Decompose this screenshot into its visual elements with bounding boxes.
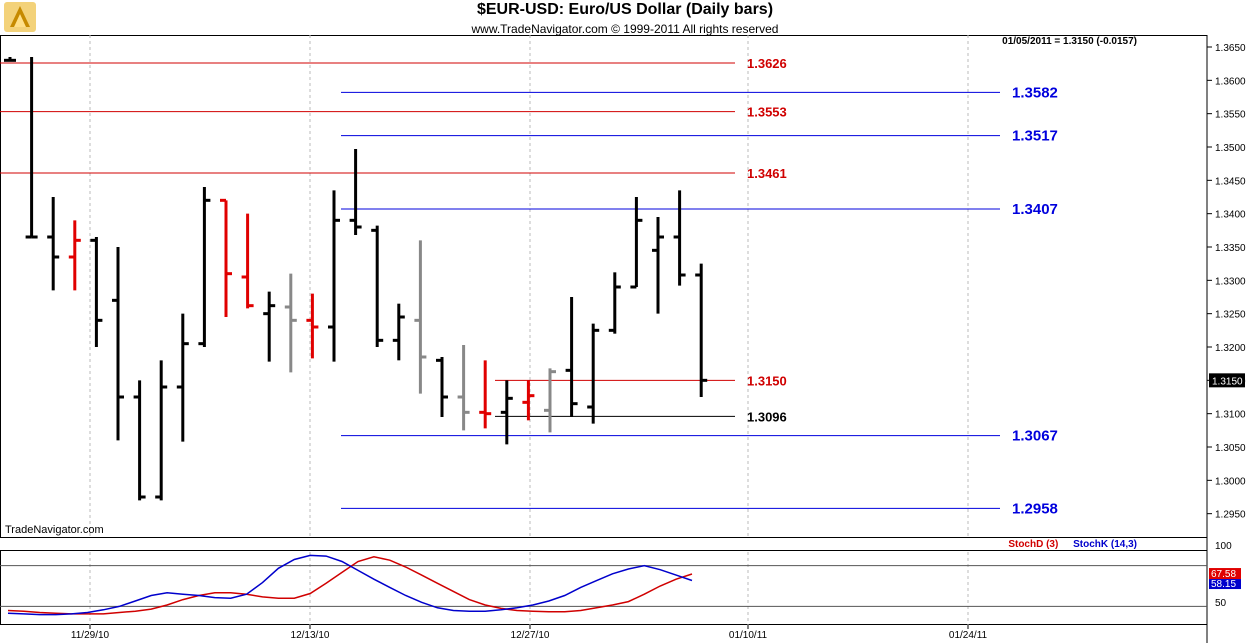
ohlc-bar (47, 197, 60, 291)
last-price-box (1209, 373, 1245, 388)
ohlc-bar (241, 213, 254, 309)
ohlc-bar (673, 190, 686, 286)
level-label: 1.3067 (1012, 428, 1058, 445)
ohlc-bar (652, 217, 664, 314)
price-tick-label: 1.3000 (1215, 476, 1246, 487)
date-axis: 11/29/10 12/13/10 12/27/10 01/10/11 01/24/11 (71, 625, 988, 641)
date-tick-label: 11/29/10 (71, 630, 110, 641)
trade-navigator-logo (4, 2, 36, 32)
date-tick-label: 01/10/11 (729, 630, 768, 641)
level-label: 1.3150 (747, 373, 787, 388)
stoch-d-legend: StochD (3) (1008, 539, 1059, 550)
stoch-d-value-box (1209, 568, 1241, 580)
level-label: 1.3517 (1012, 128, 1058, 145)
date-tick-label: 01/24/11 (949, 630, 988, 641)
stoch-d-line (7, 556, 693, 615)
price-panel-border (0, 35, 1208, 538)
ohlc-bar (436, 357, 448, 417)
ohlc-bar (284, 273, 297, 373)
stoch-panel-border (0, 550, 1208, 625)
price-tick-label: 1.3200 (1215, 343, 1246, 354)
ohlc-bar (565, 297, 578, 417)
ohlc-bar (587, 323, 600, 424)
price-bars (4, 57, 708, 501)
ohlc-bar (306, 293, 319, 359)
watermark: TradeNavigator.com (5, 524, 104, 536)
grid-lines (89, 35, 969, 625)
stoch-d-value: 67.58 (1211, 569, 1236, 580)
ohlc-bar (263, 291, 276, 362)
chart-frame (0, 35, 1208, 643)
ohlc-bar (371, 225, 384, 347)
price-tick-label: 1.3050 (1215, 443, 1246, 454)
stochastic-legend: StochD (3) StochK (14,3) (996, 539, 1137, 550)
ohlc-bar (112, 247, 124, 441)
level-label: 1.3553 (747, 105, 787, 120)
price-tick-label: 1.2950 (1215, 510, 1246, 521)
ohlc-bar (220, 198, 232, 317)
price-tick-label: 1.3550 (1215, 110, 1246, 121)
ohlc-bar (25, 57, 38, 239)
ohlc-bar (155, 360, 168, 501)
chart-title: $EUR-USD: Euro/US Dollar (Daily bars) (476, 1, 774, 18)
price-readout: 01/05/2011 = 1.3150 (-0.0157) (1002, 36, 1137, 47)
ohlc-bar (176, 313, 189, 442)
ohlc-bar (500, 380, 513, 445)
price-axis: 1.3650 1.3600 1.3550 1.3500 1.3450 1.3400 1.33… (1207, 43, 1246, 521)
stoch-k-value: 58.15 (1211, 579, 1236, 590)
stoch-k-legend: StochK (14,3) (1073, 539, 1137, 550)
ohlc-bar (414, 240, 427, 394)
price-tick-label: 1.3100 (1215, 410, 1246, 421)
stoch-k-line (7, 554, 693, 616)
level-label: 1.3582 (1012, 84, 1058, 101)
ohlc-bar (522, 380, 535, 421)
stoch-k-value-box (1209, 579, 1241, 590)
stoch-scale-label: 100 (1215, 541, 1232, 552)
ohlc-bar (544, 368, 556, 433)
level-label: 1.3096 (747, 409, 787, 424)
last-price-label: 1.3150 (1212, 376, 1243, 387)
level-label: 1.2958 (1012, 500, 1058, 517)
ohlc-bar (90, 237, 103, 347)
ohlc-bar (349, 149, 362, 235)
ohlc-bar (328, 190, 340, 362)
price-tick-label: 1.3500 (1215, 143, 1246, 154)
price-tick-label: 1.3600 (1215, 76, 1246, 87)
price-tick-label: 1.3450 (1215, 176, 1246, 187)
ohlc-bar (479, 360, 492, 429)
stoch-scale-label-low: 50 (1215, 598, 1227, 609)
ohlc-bar (457, 345, 470, 431)
ohlc-bar (695, 263, 708, 397)
ohlc-bar (133, 380, 146, 501)
chart-subtitle: www.TradeNavigator.com © 1999-2011 All r… (471, 22, 779, 36)
level-lines: 1.3626 1.3553 1.3461 1.3150 1.3096 1.3582 1.35… (0, 56, 1058, 517)
level-label: 1.3407 (1012, 201, 1058, 218)
price-tick-label: 1.3400 (1215, 210, 1246, 221)
date-tick-label: 12/13/10 (291, 630, 330, 641)
ohlc-bar (4, 57, 16, 62)
price-tick-label: 1.3650 (1215, 43, 1246, 54)
price-tick-label: 1.3250 (1215, 310, 1246, 321)
level-label: 1.3626 (747, 56, 787, 71)
date-tick-label: 12/27/10 (511, 630, 550, 641)
ohlc-bar (198, 187, 211, 347)
ohlc-bar (68, 220, 81, 291)
level-label: 1.3461 (747, 166, 787, 181)
ohlc-bar (392, 303, 405, 361)
ohlc-bar (608, 272, 621, 334)
ohlc-bar (630, 197, 643, 289)
price-tick-label: 1.3300 (1215, 276, 1246, 287)
price-tick-label: 1.3350 (1215, 243, 1246, 254)
